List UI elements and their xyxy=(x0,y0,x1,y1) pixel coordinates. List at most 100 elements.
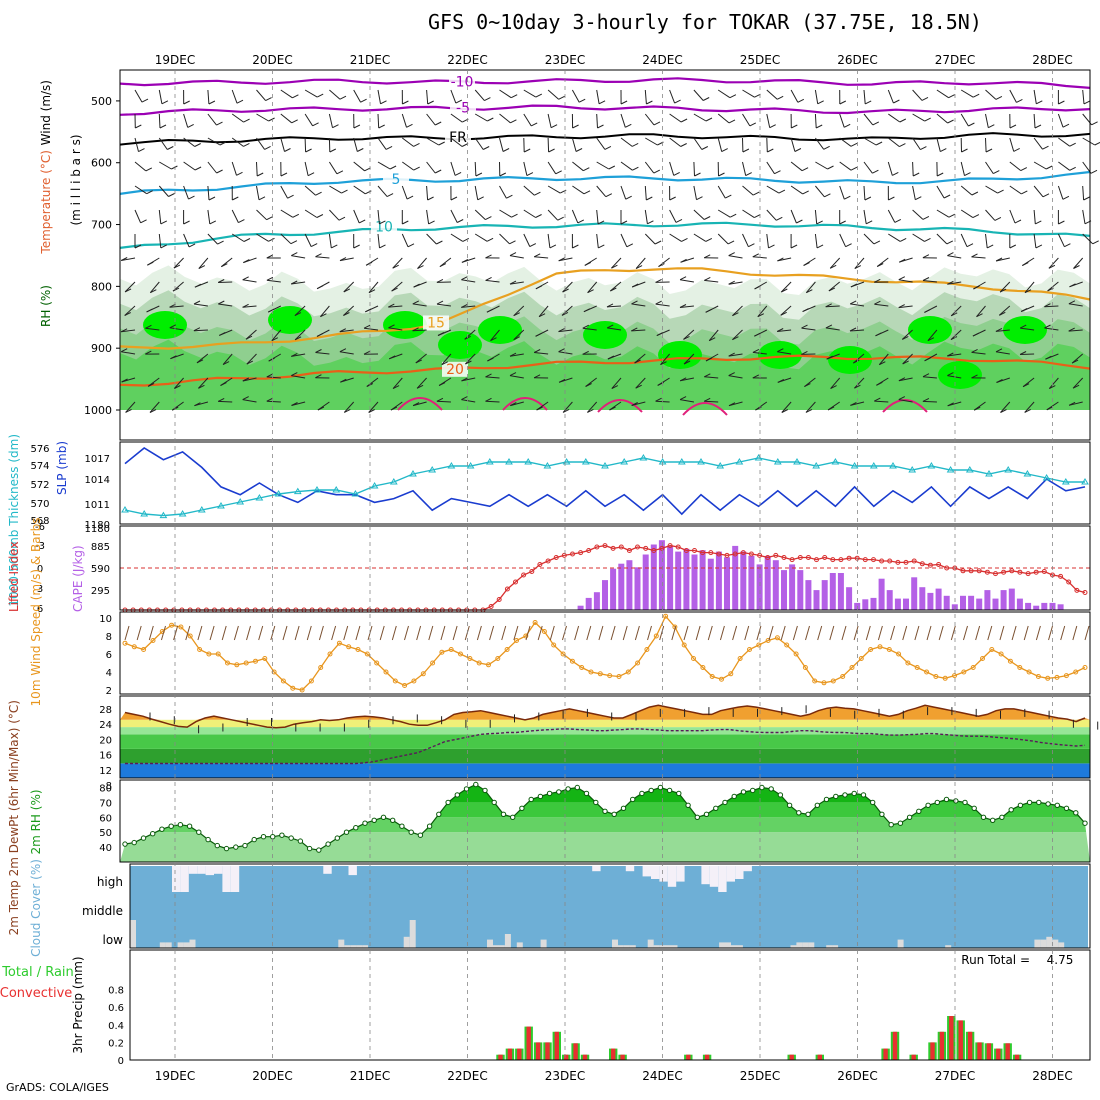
rh-marker xyxy=(491,799,497,806)
precip-conv-bar xyxy=(582,1054,588,1060)
wind-barb xyxy=(644,89,647,105)
wind-barb xyxy=(339,329,354,333)
wind-barb xyxy=(1082,137,1096,146)
wind-barb-flag xyxy=(850,401,857,406)
wind-barb xyxy=(936,137,941,152)
wind-barb xyxy=(693,209,705,220)
wind-barb xyxy=(329,185,342,194)
wind-barb xyxy=(947,375,962,379)
precip-conv-bar xyxy=(564,1054,569,1060)
wind-barb-flag xyxy=(829,264,837,269)
wind-barb-flag xyxy=(940,148,947,153)
wind-barb-flag xyxy=(971,348,978,353)
wind10-marker xyxy=(495,656,501,661)
precip-conv-bar xyxy=(949,1016,954,1060)
wind-barb-flag xyxy=(245,335,253,340)
wind-barb-flag xyxy=(575,148,583,152)
wind-barb-flag xyxy=(412,300,420,305)
wind-barb-flag xyxy=(407,243,415,248)
wind-barb xyxy=(863,89,866,104)
date-label-top: 19DEC xyxy=(155,53,195,67)
wind-barb-flag xyxy=(258,196,266,201)
date-label-bottom: 19DEC xyxy=(155,1069,195,1083)
wind-barb-flag xyxy=(290,240,298,245)
wind-barb-flag xyxy=(417,265,424,270)
wind-barb-flag xyxy=(675,218,683,223)
wind-barb-flag xyxy=(217,279,225,283)
li-marker xyxy=(513,579,518,585)
thickness-marker xyxy=(1081,478,1089,485)
wind-barb xyxy=(815,185,825,198)
wind-barb xyxy=(304,113,314,127)
wind-barb-flag xyxy=(1044,324,1051,329)
wind-barb-flag xyxy=(416,384,424,389)
wind-barb-flag xyxy=(385,145,393,150)
thickness-marker xyxy=(1004,466,1013,473)
wind-barb xyxy=(242,279,257,283)
date-label-top: 26DEC xyxy=(837,53,877,67)
cloud-low-bar xyxy=(629,945,636,948)
wind-barb-flag xyxy=(781,288,788,293)
wind-barb-flag xyxy=(1069,283,1076,288)
cape-bar xyxy=(992,598,999,610)
wind-barb-flag xyxy=(767,148,774,153)
wind10-barb xyxy=(1035,625,1041,641)
wind-barb-flag xyxy=(853,359,860,364)
wind-barb-flag xyxy=(510,119,517,124)
wind-barb-flag xyxy=(160,220,168,225)
thickness-marker xyxy=(620,458,629,465)
wind-barb-flag xyxy=(1058,100,1065,105)
wind-barb xyxy=(898,377,913,382)
wind-barb xyxy=(850,401,865,406)
wind10-marker xyxy=(924,669,930,675)
wind-barb xyxy=(863,161,873,174)
wind-barb-flag xyxy=(169,324,177,329)
wind-barb-flag xyxy=(149,409,157,413)
wind10-marker xyxy=(225,660,230,666)
cloud-low-bar xyxy=(344,945,351,948)
wind-barb xyxy=(294,329,306,341)
rh-marker xyxy=(1017,802,1024,808)
wind-barb xyxy=(693,113,707,122)
wind-barb-flag xyxy=(827,165,834,170)
wind10-barb xyxy=(902,625,908,641)
wind-barb-flag xyxy=(924,237,931,242)
cloud-low-bar xyxy=(653,945,660,948)
temp-warm-fill xyxy=(120,705,1090,720)
cloud-high-bar xyxy=(188,866,198,874)
wind10-marker xyxy=(430,660,436,666)
wind-barb xyxy=(693,137,703,150)
wind-barb xyxy=(207,185,210,201)
wind-barb-flag xyxy=(145,167,153,172)
precip-tick-label: 0 xyxy=(118,1056,124,1067)
wind-barb xyxy=(1033,185,1044,198)
wind10-barb xyxy=(379,625,385,641)
wind-barb xyxy=(898,399,913,403)
rh-marker xyxy=(482,787,488,794)
li-marker xyxy=(838,557,844,563)
wind-barb-flag xyxy=(850,142,858,147)
wind-barb xyxy=(766,209,777,221)
wind-barb xyxy=(328,233,332,248)
wind-barb xyxy=(814,209,818,224)
date-label-top: 25DEC xyxy=(740,53,780,67)
rh-marker xyxy=(537,793,544,800)
wind-barb xyxy=(328,161,338,175)
wind-barb xyxy=(304,233,312,247)
wind-barb xyxy=(343,401,355,413)
thickness-marker xyxy=(850,462,859,469)
cloud-low-bar xyxy=(403,936,410,948)
wind-barb-flag xyxy=(825,324,833,329)
wind-barb xyxy=(388,327,403,331)
cloud-high-bar xyxy=(230,866,240,892)
precip-conv-bar xyxy=(526,1026,531,1060)
thickness-marker xyxy=(236,498,245,505)
wind-barb xyxy=(757,305,768,318)
wind-barb xyxy=(780,305,792,316)
wind-barb-flag xyxy=(193,300,201,305)
wind-barb xyxy=(474,89,485,101)
wind-barb xyxy=(852,353,865,364)
isotherm-line xyxy=(119,354,1091,387)
wind-barb-flag xyxy=(1019,324,1027,329)
wind10-marker xyxy=(1082,665,1088,670)
